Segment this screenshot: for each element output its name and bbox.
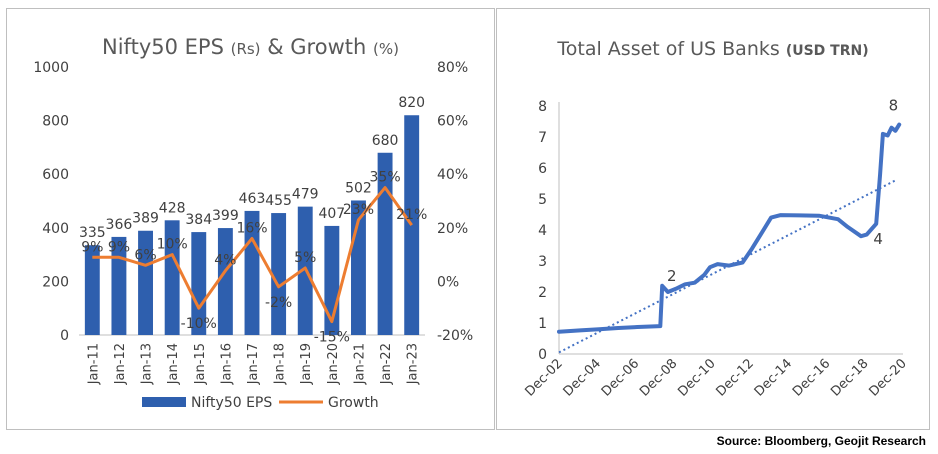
x-axis-tick-label: Jan-16: [219, 343, 234, 385]
eps-growth-chart-panel: Nifty50 EPS (Rs) & Growth (%) 0 200 400 600…: [6, 8, 495, 430]
y-axis-tick-label: 2: [538, 285, 547, 301]
x-axis-tick-label: Dec-14: [752, 356, 795, 399]
y-axis-tick-label: 7: [538, 130, 547, 146]
y2-axis-tick-label: 40%: [437, 167, 468, 183]
assets-chart-title: Total Asset of US Banks (USD TRN): [557, 38, 869, 60]
growth-value-label: 9%: [108, 239, 130, 255]
x-axis-tick-label: Dec-06: [599, 356, 642, 399]
x-axis-tick-label: Jan-14: [166, 343, 181, 385]
x-axis-tick-label: Dec-04: [561, 356, 604, 399]
growth-value-label: 16%: [236, 221, 267, 237]
x-axis-tick-label: Jan-22: [379, 343, 394, 385]
growth-value-label: 10%: [157, 237, 188, 253]
eps-value-label: 399: [212, 208, 239, 224]
x-axis-tick-label: Jan-23: [406, 343, 421, 385]
us-bank-assets-chart-panel: Total Asset of US Banks (USD TRN) 0 1 2 3 4 5…: [496, 8, 930, 430]
y2-axis-tick-label: 80%: [437, 60, 468, 76]
eps-value-label: 680: [372, 133, 399, 149]
eps-chart-title: Nifty50 EPS (Rs) & Growth (%): [102, 35, 399, 59]
x-axis-tick-label: Jan-21: [352, 343, 367, 385]
eps-value-label: 389: [132, 211, 159, 227]
x-axis-tick-label: Jan-17: [246, 343, 261, 385]
x-axis-tick-label: Jan-13: [140, 343, 155, 385]
eps-growth-chart: 0 200 400 600 800 1000 -20% 0% 20% 40% 60% 80% 33536…: [33, 60, 473, 411]
eps-value-label: 366: [106, 217, 133, 233]
x-axis-tick-label: Dec-16: [790, 356, 833, 399]
eps-value-label: 479: [292, 187, 319, 203]
growth-value-label: 9%: [81, 239, 103, 255]
y-axis-tick-label: 4: [538, 223, 547, 239]
eps-bar: [164, 220, 180, 335]
growth-value-label: 5%: [294, 250, 316, 266]
y-axis-tick-label: 400: [42, 221, 69, 237]
legend-eps-label: Nifty50 EPS: [191, 395, 272, 411]
y-axis-tick-label: 0: [60, 328, 69, 344]
x-axis-tick-label: Jan-12: [113, 343, 128, 385]
legend-growth-label: Growth: [328, 395, 379, 411]
growth-value-label: -10%: [181, 316, 217, 332]
eps-value-label: 407: [318, 206, 345, 222]
y-axis-tick-label: 0: [538, 347, 547, 363]
eps-bar: [217, 228, 233, 335]
eps-value-label: 820: [398, 95, 425, 111]
value-annotation: 4: [873, 230, 883, 248]
growth-value-label: 23%: [343, 202, 374, 218]
y-axis-tick-label: 1: [538, 316, 547, 332]
x-axis-tick-label: Jan-11: [86, 343, 101, 385]
x-axis-tick-label: Jan-19: [299, 343, 314, 385]
x-axis-tick-label: Dec-20: [866, 356, 909, 399]
eps-value-label: 335: [79, 225, 106, 241]
y2-axis-tick-label: 20%: [437, 221, 468, 237]
eps-value-label: 463: [239, 191, 266, 207]
x-axis-tick-label: Dec-08: [637, 356, 680, 399]
x-axis-tick-label: Jan-18: [273, 343, 288, 385]
growth-value-label: 21%: [396, 207, 427, 223]
eps-bar: [111, 236, 127, 335]
y-axis-tick-label: 600: [42, 167, 69, 183]
y2-axis-tick-label: 0%: [437, 274, 459, 290]
eps-bar: [84, 245, 100, 335]
eps-bar: [404, 115, 420, 336]
x-axis-tick-label: Dec-12: [714, 356, 757, 399]
us-bank-assets-chart: 012345678248Dec-02Dec-04Dec-06Dec-08Dec-…: [522, 97, 909, 400]
y2-axis-tick-label: 60%: [437, 114, 468, 130]
growth-value-label: -15%: [314, 330, 350, 346]
assets-line: [557, 122, 902, 334]
eps-value-label: 384: [185, 212, 212, 228]
value-annotation: 8: [889, 97, 899, 115]
x-axis-tick-label: Jan-15: [193, 343, 208, 385]
growth-value-label: -2%: [265, 295, 292, 311]
eps-bar: [271, 213, 287, 335]
growth-value-label: 6%: [134, 247, 156, 263]
eps-value-label: 502: [345, 180, 372, 196]
eps-bar: [138, 230, 153, 335]
eps-value-label: 455: [265, 193, 292, 209]
y-axis-tick-label: 5: [538, 192, 547, 208]
x-axis-tick-label: Dec-18: [828, 356, 871, 399]
legend-eps-swatch: [142, 397, 186, 407]
y-axis-tick-label: 1000: [33, 60, 69, 76]
x-axis-tick-label: Jan-20: [326, 343, 341, 385]
value-annotation: 2: [667, 267, 677, 285]
growth-line: [92, 186, 413, 324]
eps-value-label: 428: [159, 200, 186, 216]
eps-bar: [191, 232, 207, 335]
source-note: Source: Bloomberg, Geojit Research: [716, 434, 926, 448]
x-axis-tick-label: Dec-10: [675, 356, 718, 399]
y-axis-tick-label: 800: [42, 114, 69, 130]
growth-value-label: 4%: [214, 253, 236, 269]
y-axis-tick-label: 3: [538, 254, 547, 270]
y-axis-tick-label: 6: [538, 161, 547, 177]
growth-value-label: 35%: [370, 170, 401, 186]
y-axis-tick-label: 8: [538, 99, 547, 115]
eps-bar: [377, 152, 393, 335]
y2-axis-tick-label: -20%: [437, 328, 473, 344]
y-axis-tick-label: 200: [42, 274, 69, 290]
